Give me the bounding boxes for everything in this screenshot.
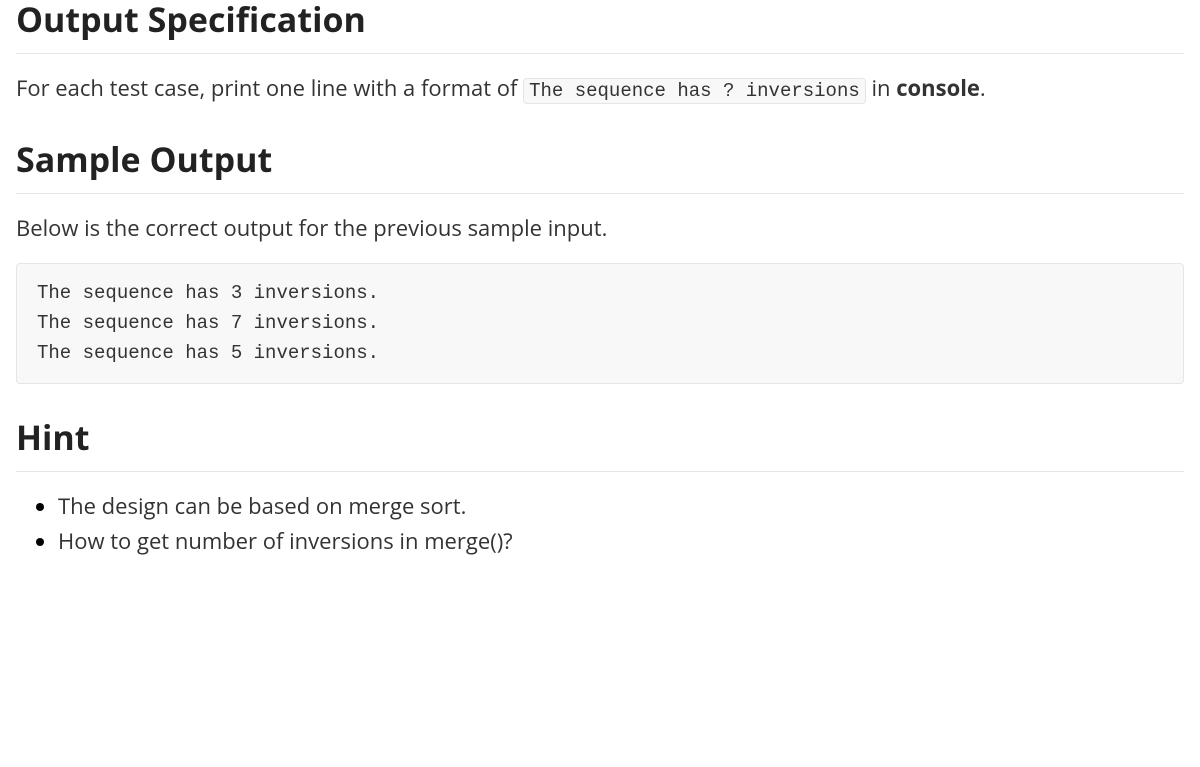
hint-list: The design can be based on merge sort. H… [16, 490, 1184, 558]
hint-heading: Hint [16, 412, 1184, 472]
sample-output-code: The sequence has 3 inversions. The seque… [16, 263, 1184, 384]
hint-item: How to get number of inversions in merge… [58, 525, 1184, 558]
output-format-code: The sequence has ? inversions [523, 78, 866, 104]
output-spec-text-mid: in [866, 73, 896, 103]
output-spec-paragraph: For each test case, print one line with … [16, 72, 1184, 106]
output-spec-text-suffix: . [980, 73, 986, 103]
sample-output-heading: Sample Output [16, 134, 1184, 194]
output-specification-heading: Output Specification [16, 0, 1184, 54]
output-spec-text-prefix: For each test case, print one line with … [16, 73, 523, 103]
sample-output-intro: Below is the correct output for the prev… [16, 212, 1184, 245]
hint-item: The design can be based on merge sort. [58, 490, 1184, 523]
output-spec-bold: console [896, 73, 980, 103]
